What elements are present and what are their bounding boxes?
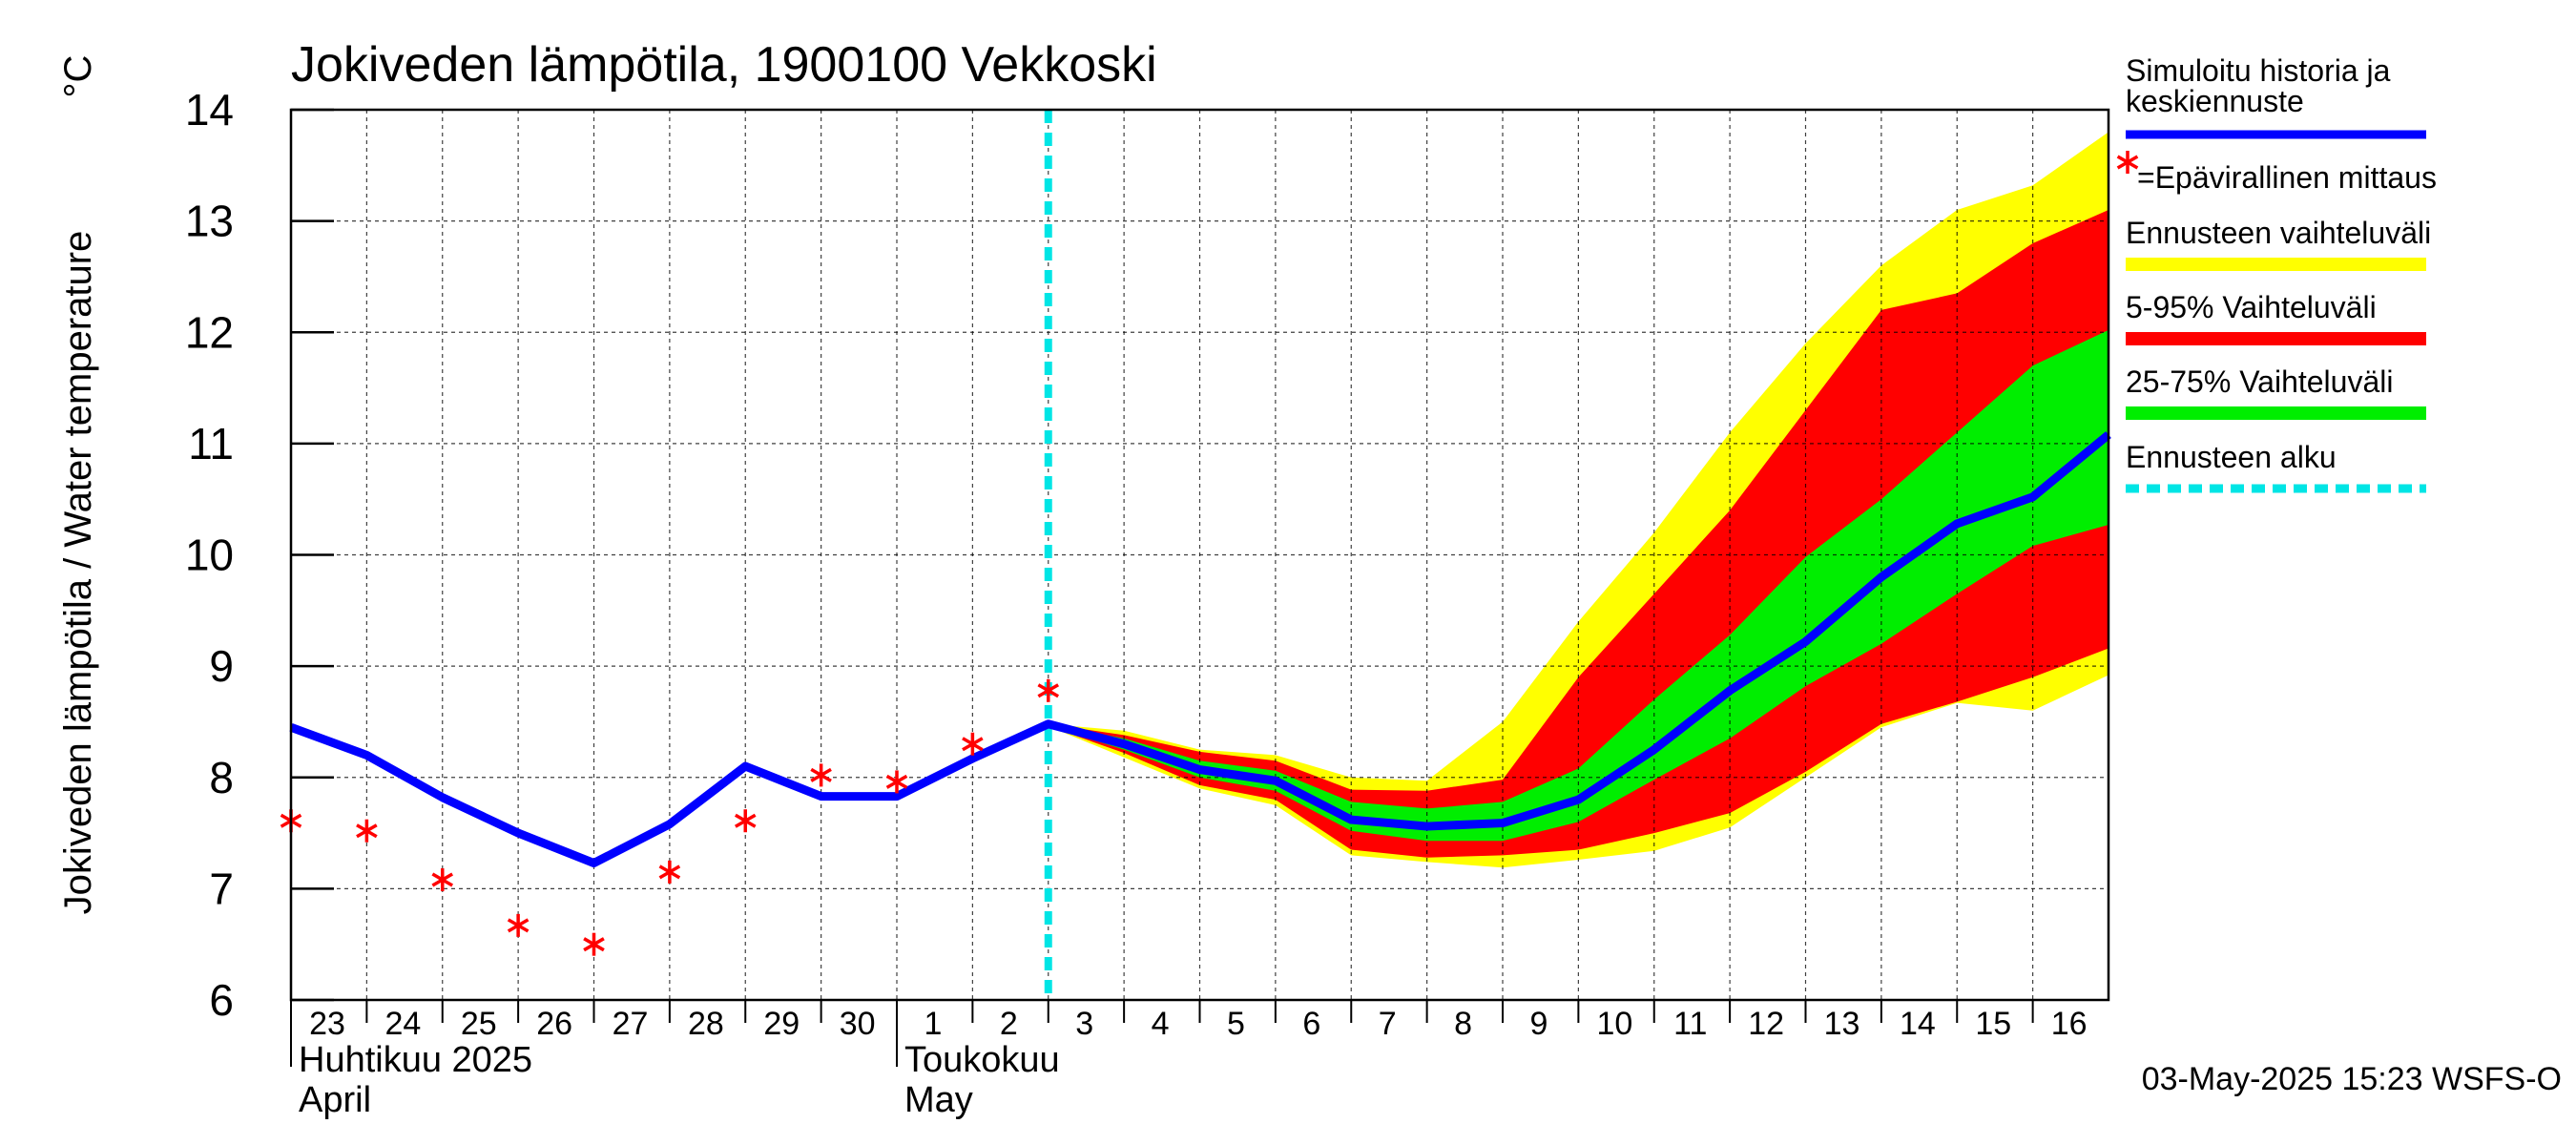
x-tick-label: 5 bbox=[1227, 1006, 1245, 1042]
legend-label: Ennusteen vaihteluväli bbox=[2126, 216, 2431, 250]
legend-swatch-band bbox=[2126, 332, 2426, 345]
x-axis-ticks: 23 24 25 26 27 28 29 30 1 2 3 4 5 6 7 8 9 10 11 12 13 14 15 16 bbox=[290, 1000, 2088, 1067]
measurement-markers bbox=[280, 678, 1060, 956]
x-tick-label: 2 bbox=[1000, 1006, 1018, 1042]
x-tick-label: 23 bbox=[309, 1006, 345, 1042]
legend-label: =Epävirallinen mittaus bbox=[2137, 160, 2437, 195]
legend-label: 25-75% Vaihteluväli bbox=[2126, 364, 2393, 399]
x-tick-label: 14 bbox=[1900, 1006, 1936, 1042]
month-label-fi: Huhtikuu 2025 bbox=[299, 1040, 532, 1080]
x-tick-label: 28 bbox=[688, 1006, 724, 1042]
measurement-point bbox=[431, 868, 454, 892]
measurement-point bbox=[507, 913, 530, 937]
y-axis-ticks: 6 7 8 9 10 11 12 13 14 bbox=[185, 85, 334, 1025]
forecast-bands bbox=[1048, 132, 2109, 868]
x-tick-label: 25 bbox=[461, 1006, 497, 1042]
x-tick-label: 7 bbox=[1379, 1006, 1397, 1042]
legend-swatch-band bbox=[2126, 406, 2426, 420]
y-tick-label: 11 bbox=[188, 419, 234, 468]
x-tick-label: 6 bbox=[1302, 1006, 1320, 1042]
x-tick-label: 3 bbox=[1075, 1006, 1093, 1042]
x-tick-label: 15 bbox=[1975, 1006, 2011, 1042]
legend-label: Ennusteen alku bbox=[2126, 440, 2337, 474]
x-tick-label: 1 bbox=[924, 1006, 943, 1042]
x-tick-label: 8 bbox=[1454, 1006, 1472, 1042]
y-tick-label: 9 bbox=[209, 641, 234, 691]
x-tick-label: 13 bbox=[1824, 1006, 1860, 1042]
legend-label: keskiennuste bbox=[2126, 84, 2304, 118]
y-tick-label: 13 bbox=[185, 197, 234, 246]
measurement-point bbox=[356, 819, 378, 843]
measurement-point bbox=[583, 932, 605, 956]
y-tick-label: 8 bbox=[209, 753, 234, 802]
measurement-point bbox=[810, 763, 832, 787]
band-5-95 bbox=[1048, 209, 2109, 858]
x-tick-label: 11 bbox=[1673, 1006, 1707, 1042]
x-tick-label: 16 bbox=[2051, 1006, 2088, 1042]
measurement-point bbox=[1037, 678, 1060, 702]
y-axis-unit: °C bbox=[57, 55, 99, 98]
x-tick-label: 4 bbox=[1152, 1006, 1170, 1042]
measurement-point bbox=[885, 770, 908, 794]
month-label-fi: Toukokuu bbox=[904, 1040, 1060, 1080]
y-tick-label: 7 bbox=[209, 864, 234, 913]
x-tick-label: 10 bbox=[1596, 1006, 1632, 1042]
legend-label: Simuloitu historia ja bbox=[2126, 53, 2391, 88]
timestamp: 03-May-2025 15:23 WSFS-O bbox=[2142, 1061, 2562, 1097]
x-tick-label: 26 bbox=[536, 1006, 572, 1042]
y-tick-label: 6 bbox=[209, 975, 234, 1025]
x-tick-label: 12 bbox=[1748, 1006, 1784, 1042]
grid bbox=[291, 109, 2109, 1000]
legend-label: 5-95% Vaihteluväli bbox=[2126, 290, 2377, 324]
x-tick-label: 9 bbox=[1530, 1006, 1548, 1042]
series-line-simulated bbox=[289, 431, 2111, 868]
x-tick-label: 29 bbox=[763, 1006, 800, 1042]
simulated-series bbox=[289, 431, 2111, 868]
x-tick-label: 27 bbox=[613, 1006, 649, 1042]
legend-marker-icon bbox=[2116, 151, 2139, 174]
month-label-en: May bbox=[904, 1080, 973, 1120]
band-25-75 bbox=[1048, 329, 2109, 842]
chart-title: Jokiveden lämpötila, 1900100 Vekkoski bbox=[291, 37, 1157, 93]
y-tick-label: 10 bbox=[185, 531, 234, 580]
y-tick-label: 12 bbox=[185, 307, 234, 357]
measurement-point bbox=[962, 732, 984, 756]
y-tick-label: 14 bbox=[185, 85, 234, 135]
x-tick-label: 24 bbox=[384, 1006, 421, 1042]
measurement-point bbox=[658, 860, 681, 884]
measurement-point bbox=[734, 809, 757, 833]
month-label-en: April bbox=[299, 1080, 371, 1120]
x-tick-label: 30 bbox=[840, 1006, 876, 1042]
y-axis-label: Jokiveden lämpötila / Water temperature bbox=[57, 231, 99, 915]
legend-swatch-band bbox=[2126, 258, 2426, 271]
